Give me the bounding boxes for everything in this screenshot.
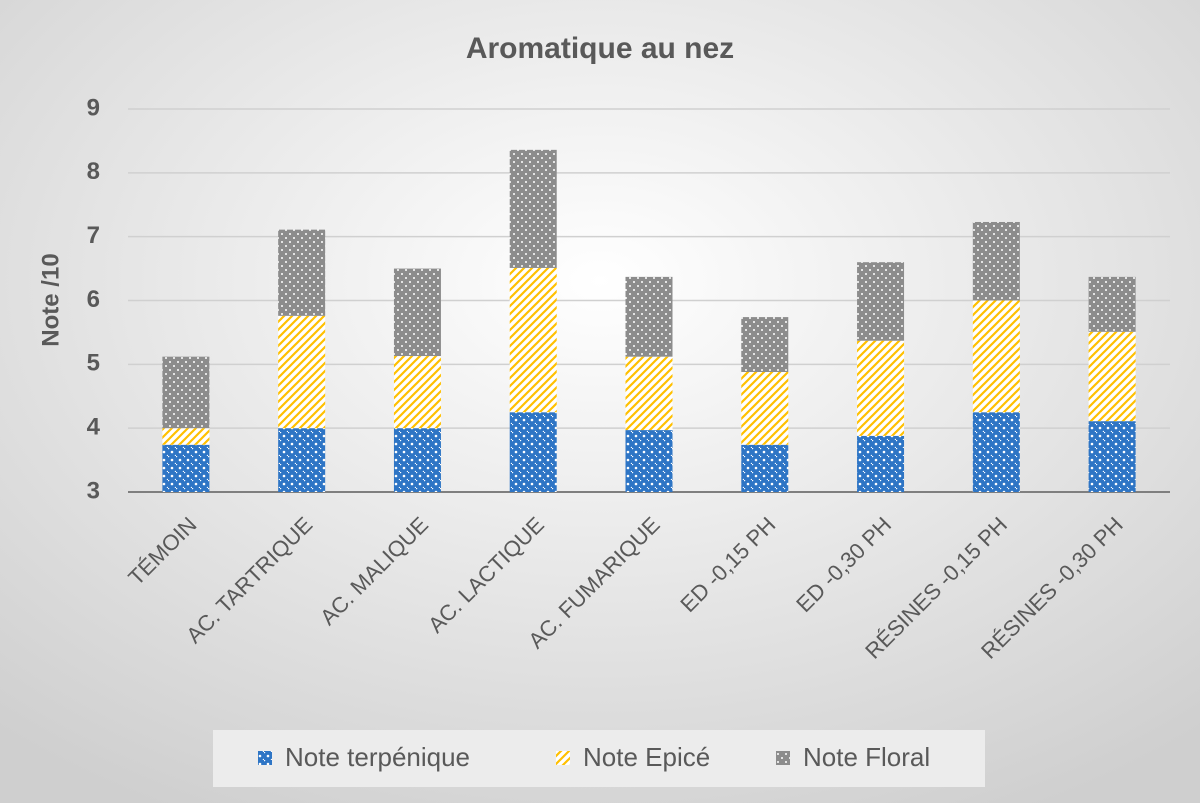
bar-segment <box>741 371 789 445</box>
bar-segment <box>857 435 905 492</box>
y-tick-label: 6 <box>87 286 100 313</box>
bar-segment <box>162 444 210 492</box>
bar-segment <box>509 412 557 492</box>
y-tick-label: 5 <box>87 350 100 377</box>
bar-segment <box>393 268 441 357</box>
bar-segment <box>625 276 673 357</box>
legend-swatch <box>776 751 790 765</box>
bar-segment <box>972 221 1020 301</box>
bar-segment <box>278 428 326 492</box>
bar-segment <box>393 428 441 492</box>
y-tick-label: 9 <box>87 94 100 121</box>
bar-segment <box>972 300 1020 413</box>
bar-segment <box>509 267 557 413</box>
bar-segment <box>278 229 326 316</box>
bar-segment <box>162 356 210 429</box>
bar-segment <box>1088 276 1136 332</box>
y-tick-label: 3 <box>87 477 100 504</box>
bar-segment <box>625 430 673 492</box>
legend-swatch <box>258 751 272 765</box>
bar-segment <box>857 340 905 436</box>
bar-segment <box>1088 421 1136 492</box>
bar-segment <box>278 315 326 429</box>
y-axis-label: Note /10 <box>37 253 64 346</box>
legend-box <box>213 730 985 787</box>
y-tick-label: 4 <box>87 414 101 441</box>
legend-label: Note Epicé <box>583 742 710 772</box>
legend-swatch <box>556 751 570 765</box>
bar-segment <box>741 317 789 372</box>
bar-segment <box>625 356 673 431</box>
bar-segment <box>1088 331 1136 422</box>
chart-title: Aromatique au nez <box>466 32 734 65</box>
bar-segment <box>162 428 210 445</box>
bar-segment <box>393 356 441 429</box>
legend-label: Note Floral <box>803 742 930 772</box>
y-tick-label: 7 <box>87 222 100 249</box>
y-tick-label: 8 <box>87 158 100 185</box>
bar-segment <box>857 262 905 341</box>
legend-label: Note terpénique <box>285 742 470 772</box>
bar-segment <box>741 444 789 492</box>
bar-segment <box>509 149 557 268</box>
bar-segment <box>972 412 1020 492</box>
